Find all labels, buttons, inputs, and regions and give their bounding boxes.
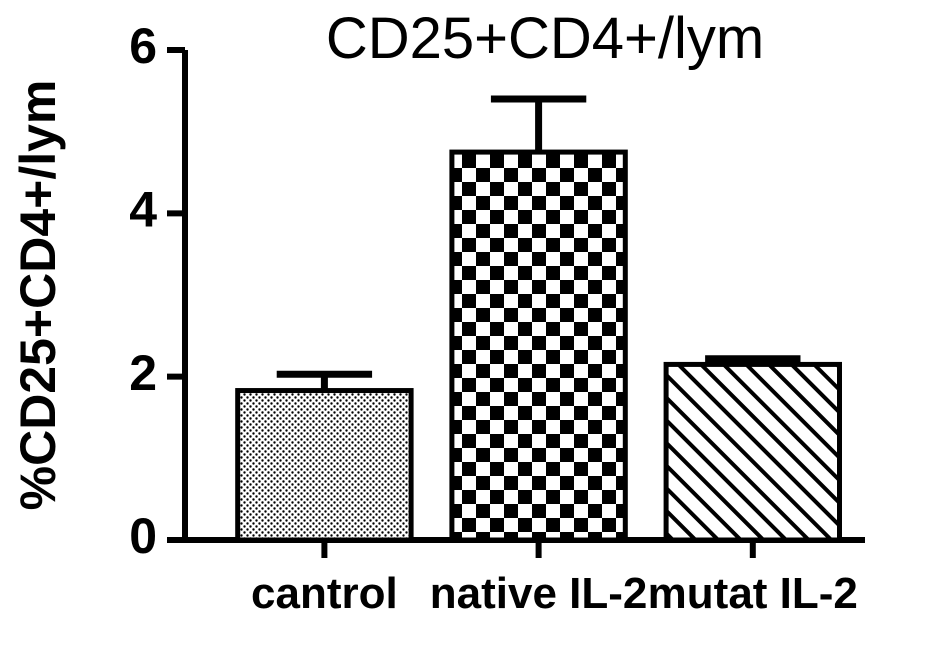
bar: [666, 364, 839, 540]
chart-title: CD25+CD4+/lym: [326, 6, 764, 71]
y-axis-label: %CD25+CD4+/lym: [10, 80, 66, 511]
y-tick-label: 4: [129, 182, 157, 238]
bar-chart: CD25+CD4+/lym 0 2 4 6 %CD25+CD4+/lym cantrol na…: [0, 0, 948, 652]
x-tick-label: cantrol: [251, 569, 398, 618]
y-tick-label: 0: [129, 508, 157, 564]
x-tick-label: mutat IL-2: [648, 569, 858, 618]
bar: [452, 152, 625, 540]
y-tick-label: 2: [129, 345, 157, 401]
chart-container: CD25+CD4+/lym 0 2 4 6 %CD25+CD4+/lym cantrol na…: [0, 0, 948, 652]
bar: [238, 391, 411, 540]
x-tick-label: native IL-2: [430, 569, 648, 618]
y-tick-label: 6: [129, 18, 157, 74]
